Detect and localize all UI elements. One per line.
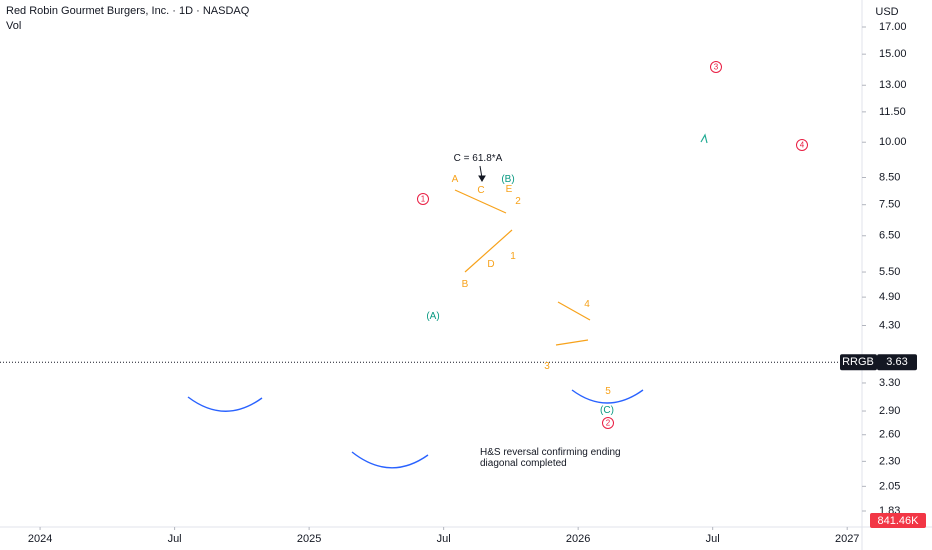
annotation: (C) [600,405,614,416]
annotation: 4 [800,141,805,150]
tag-price: 3.63 [886,356,907,368]
arc [351,451,429,469]
annotation: C [477,185,484,196]
volume-tag: 841.46K [878,515,920,527]
x-tick-label: Jul [706,533,720,545]
chart-title: Red Robin Gourmet Burgers, Inc. · 1D · N… [6,5,250,17]
annotation: 2 [606,419,611,428]
annotation: 4 [584,299,590,310]
y-tick-label: 4.90 [879,291,900,303]
y-tick-label: 4.30 [879,319,900,331]
x-tick-label: 2025 [297,533,321,545]
y-tick-label: 11.50 [879,106,906,118]
x-tick-label: Jul [168,533,182,545]
arc [187,396,263,412]
annotation: 3 [544,361,550,372]
annotation: B [462,279,469,290]
y-tick-label: 15.00 [879,48,907,60]
tag-box [877,354,917,371]
wave-lines [454,189,591,346]
wave-circle [417,193,429,205]
wedge-line [557,301,591,321]
y-tick-label: 6.50 [879,230,900,242]
annotation: 5 [605,386,611,397]
y-tick-label: 13.00 [879,79,907,91]
volume-caption: Vol [6,20,21,32]
annotation: 2 [515,196,521,207]
wedge-line [464,229,513,273]
y-tick-label: 3.30 [879,377,900,389]
arrow-head [478,175,486,182]
annotation: H&S reversal confirming ending [480,447,621,458]
x-tick-label: Jul [437,533,451,545]
annotation: 1 [421,195,426,204]
annotation: C = 61.8*A [454,153,503,164]
y-tick-label: 5.50 [879,266,900,278]
neckline-arcs [187,389,644,469]
y-tick-label: 17.00 [879,21,907,33]
y-tick-label: 10.00 [879,136,907,148]
annotation: D [487,259,494,270]
y-tick-label: 2.30 [879,455,900,467]
x-tick-label: 2024 [28,533,52,545]
price-tag: RRGB 3.63 [840,354,917,371]
annotation: 3 [714,63,719,72]
y-tick-label: 2.90 [879,405,900,417]
annotation: diagonal completed [480,458,567,469]
arc [571,389,644,404]
annotation: E [506,184,513,195]
annotation: (B) [501,174,514,185]
x-tick-label: 2026 [566,533,590,545]
wave-circle [710,61,722,73]
currency-label: USD [875,6,898,18]
y-tick-label: 2.60 [879,429,900,441]
y-tick-label: 2.05 [879,480,900,492]
wedge-line [555,339,589,346]
projection-arrow [700,133,708,144]
x-tick-label: 2027 [835,533,859,545]
tag-symbol: RRGB [842,356,874,368]
pointer-arrow [478,165,486,182]
annotation: 1 [510,251,516,262]
wave-circle [602,417,614,429]
y-tick-label: 7.50 [879,199,900,211]
annotation: (A) [426,311,439,322]
annotation: A [452,174,459,185]
wedge-line [454,189,507,214]
volume-tag-box [870,513,926,528]
wave-circle [796,139,808,151]
tag-box [840,354,877,371]
y-tick-label: 8.50 [879,171,900,183]
